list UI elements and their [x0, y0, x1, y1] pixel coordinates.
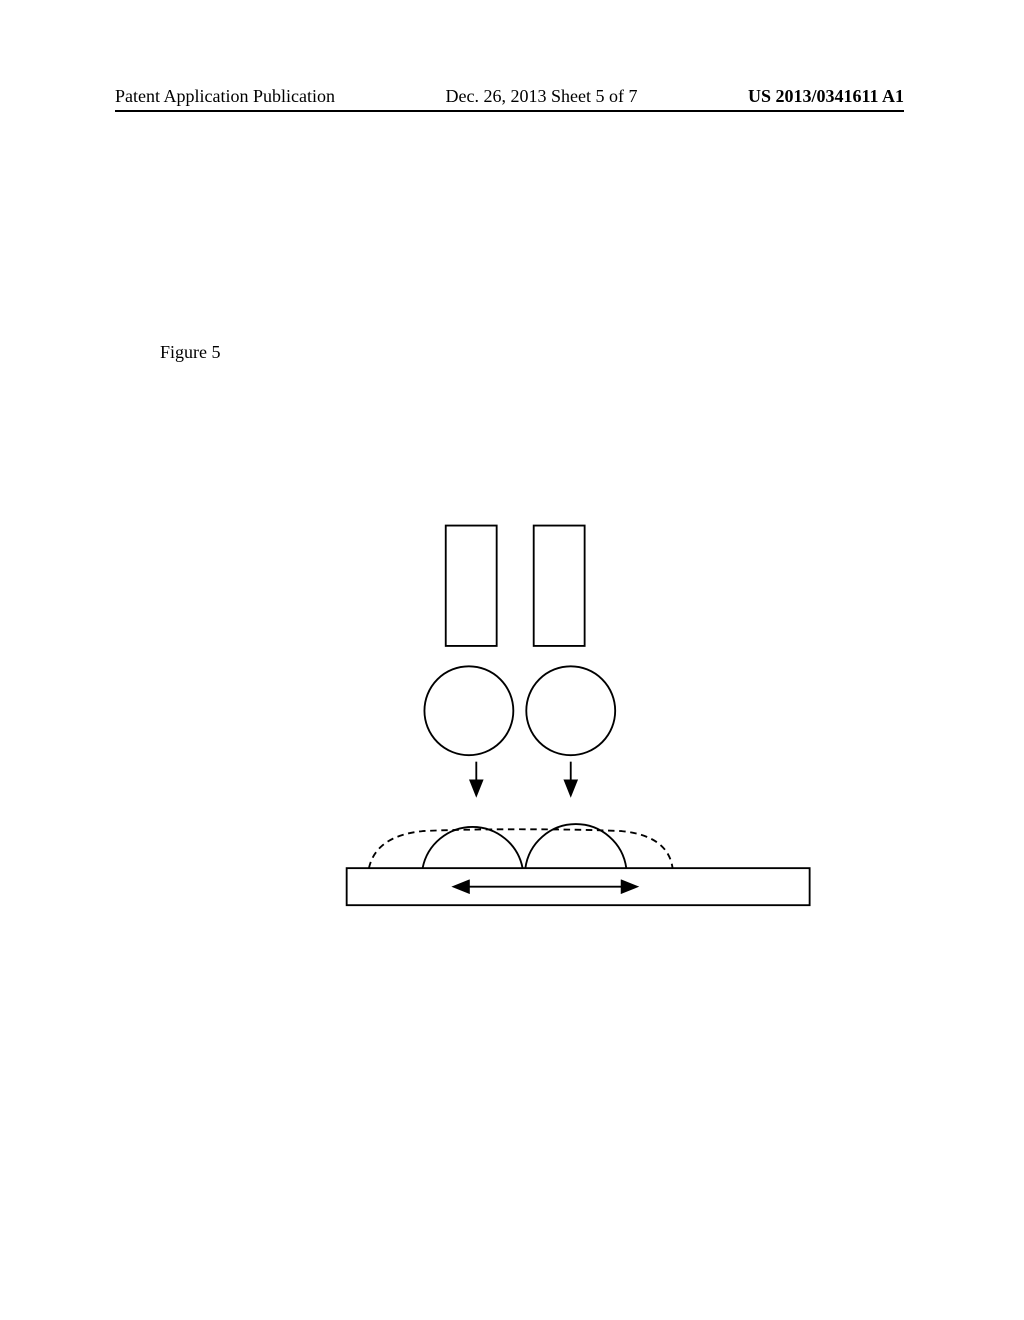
header-left: Patent Application Publication — [115, 86, 335, 107]
header-right: US 2013/0341611 A1 — [748, 86, 904, 107]
rectangle-right — [534, 526, 585, 646]
header-divider — [115, 110, 904, 112]
diagram-svg — [330, 490, 830, 950]
rectangle-left — [446, 526, 497, 646]
header-center: Dec. 26, 2013 Sheet 5 of 7 — [445, 86, 637, 107]
figure-label: Figure 5 — [160, 342, 221, 363]
dome-left — [423, 827, 523, 868]
figure-diagram — [330, 490, 830, 950]
circle-left — [424, 666, 513, 755]
circle-right — [526, 666, 615, 755]
header: Patent Application Publication Dec. 26, … — [0, 86, 1024, 107]
